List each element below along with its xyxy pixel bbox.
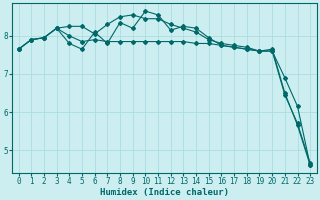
X-axis label: Humidex (Indice chaleur): Humidex (Indice chaleur) bbox=[100, 188, 229, 197]
